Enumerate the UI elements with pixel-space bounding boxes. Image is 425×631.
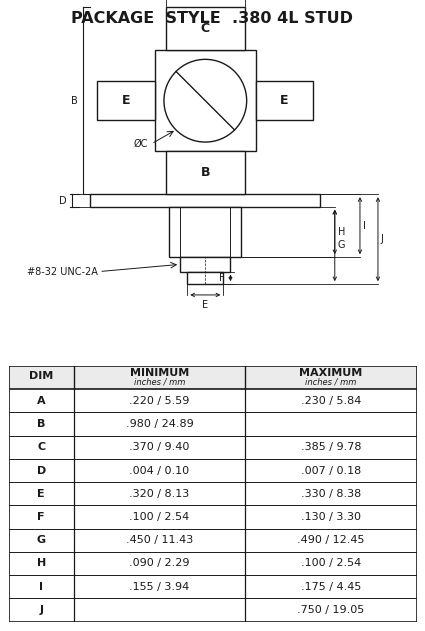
Bar bbox=[97, 81, 155, 121]
Text: .007 / 0.18: .007 / 0.18 bbox=[301, 466, 361, 476]
Text: G: G bbox=[37, 535, 46, 545]
Text: .100 / 2.54: .100 / 2.54 bbox=[129, 512, 190, 522]
Text: .750 / 19.05: .750 / 19.05 bbox=[297, 605, 365, 615]
Text: I: I bbox=[363, 221, 366, 231]
Text: .320 / 8.13: .320 / 8.13 bbox=[129, 489, 190, 498]
Bar bbox=[187, 271, 223, 284]
Text: C: C bbox=[201, 22, 210, 35]
Bar bbox=[166, 151, 245, 194]
Bar bbox=[8, 366, 416, 389]
Bar bbox=[90, 194, 320, 207]
Text: H: H bbox=[338, 227, 345, 237]
Text: B: B bbox=[201, 166, 210, 179]
Text: #8-32 UNC-2A: #8-32 UNC-2A bbox=[26, 266, 97, 276]
Text: MINIMUM: MINIMUM bbox=[130, 369, 189, 379]
Text: .175 / 4.45: .175 / 4.45 bbox=[300, 582, 361, 592]
Bar bbox=[8, 366, 416, 389]
Text: .385 / 9.78: .385 / 9.78 bbox=[300, 442, 361, 452]
Text: F: F bbox=[219, 273, 224, 283]
Text: ØC: ØC bbox=[133, 139, 148, 149]
Text: .230 / 5.84: .230 / 5.84 bbox=[300, 396, 361, 406]
Text: J: J bbox=[381, 234, 384, 244]
Text: .980 / 24.89: .980 / 24.89 bbox=[125, 419, 193, 429]
Text: I: I bbox=[39, 582, 43, 592]
Bar bbox=[180, 257, 230, 271]
Text: .155 / 3.94: .155 / 3.94 bbox=[129, 582, 190, 592]
Circle shape bbox=[164, 59, 246, 142]
Text: .370 / 9.40: .370 / 9.40 bbox=[129, 442, 190, 452]
Bar bbox=[166, 7, 245, 50]
Text: .130 / 3.30: .130 / 3.30 bbox=[301, 512, 361, 522]
Text: .490 / 12.45: .490 / 12.45 bbox=[297, 535, 365, 545]
Text: E: E bbox=[122, 94, 130, 107]
Text: MAXIMUM: MAXIMUM bbox=[299, 369, 363, 379]
Text: F: F bbox=[37, 512, 45, 522]
Text: A: A bbox=[37, 396, 45, 406]
Text: H: H bbox=[37, 558, 46, 569]
Text: PACKAGE  STYLE  .380 4L STUD: PACKAGE STYLE .380 4L STUD bbox=[71, 11, 354, 26]
Text: .090 / 2.29: .090 / 2.29 bbox=[129, 558, 190, 569]
Text: J: J bbox=[39, 605, 43, 615]
Text: E: E bbox=[202, 300, 208, 310]
Text: .004 / 0.10: .004 / 0.10 bbox=[129, 466, 190, 476]
Text: .330 / 8.38: .330 / 8.38 bbox=[301, 489, 361, 498]
Text: .450 / 11.43: .450 / 11.43 bbox=[126, 535, 193, 545]
Bar bbox=[256, 81, 313, 121]
Text: E: E bbox=[37, 489, 45, 498]
Text: inches / mm: inches / mm bbox=[305, 377, 357, 386]
Text: B: B bbox=[71, 96, 78, 106]
Text: inches / mm: inches / mm bbox=[134, 377, 185, 386]
Text: B: B bbox=[37, 419, 45, 429]
Text: C: C bbox=[37, 442, 45, 452]
Text: .220 / 5.59: .220 / 5.59 bbox=[129, 396, 190, 406]
Text: D: D bbox=[37, 466, 46, 476]
Text: E: E bbox=[280, 94, 289, 107]
Text: .100 / 2.54: .100 / 2.54 bbox=[301, 558, 361, 569]
Bar bbox=[155, 50, 256, 151]
Bar bbox=[169, 207, 241, 257]
Text: D: D bbox=[59, 196, 67, 206]
Text: G: G bbox=[338, 240, 345, 251]
Text: DIM: DIM bbox=[29, 372, 53, 381]
